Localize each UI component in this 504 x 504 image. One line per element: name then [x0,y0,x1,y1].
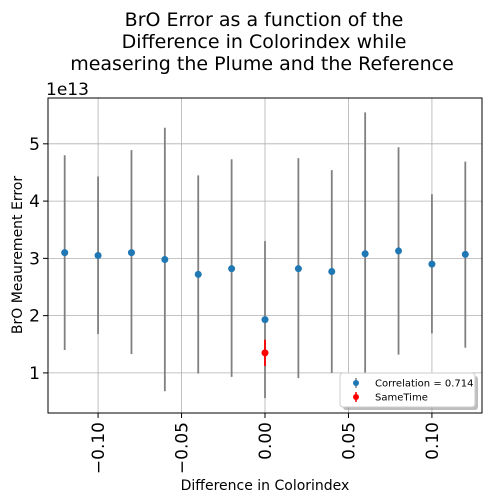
x-tick-label: 0.05 [339,422,359,460]
data-point [428,260,436,268]
data-point [194,270,202,278]
x-tick-label: −0.10 [89,422,109,474]
data-point [294,265,302,273]
legend-entry-label: SameTime [375,393,428,404]
x-axis-label: Difference in Colorindex [181,478,350,494]
x-axis-ticks: −0.10 −0.05 0.00 0.05 0.10 [89,413,443,474]
chart-title: BrO Error as a function of the Differenc… [70,9,454,75]
chart-title-line-1: BrO Error as a function of the [125,9,404,31]
chart-title-line-2: Difference in Colorindex while [122,31,407,53]
data-point [395,247,403,255]
legend-box [339,372,476,408]
y-tick-label: 2 [29,307,40,327]
y-tick-label: 5 [29,135,40,155]
data-point [127,249,135,257]
x-tick-label: −0.05 [173,422,193,474]
legend-entry-label: Correlation = 0.714 [375,379,474,390]
data-point [328,268,336,276]
legend-marker [353,380,359,386]
y-tick-label: 1 [29,364,40,384]
data-point [161,256,169,264]
data-point [461,250,469,258]
y-offset-label: 1e13 [46,80,89,100]
legend-items: Correlation = 0.714 SameTime [353,378,474,404]
y-axis-ticks: 1 2 3 4 5 [29,135,48,384]
data-points [61,247,469,357]
y-tick-label: 4 [29,192,40,212]
data-point [61,249,69,257]
legend: Correlation = 0.714 SameTime [339,372,478,410]
x-tick-label: 0.10 [423,422,443,460]
legend-marker [353,394,359,400]
y-tick-label: 3 [29,249,40,269]
data-point [228,265,236,273]
x-tick-label: 0.00 [256,422,276,460]
data-point [261,316,269,324]
data-point [361,250,369,258]
data-point [261,349,269,357]
chart-title-line-3: measering the Plume and the Reference [70,53,454,75]
data-point [94,252,102,259]
y-axis-label: BrO Meaurement Error [10,176,26,334]
